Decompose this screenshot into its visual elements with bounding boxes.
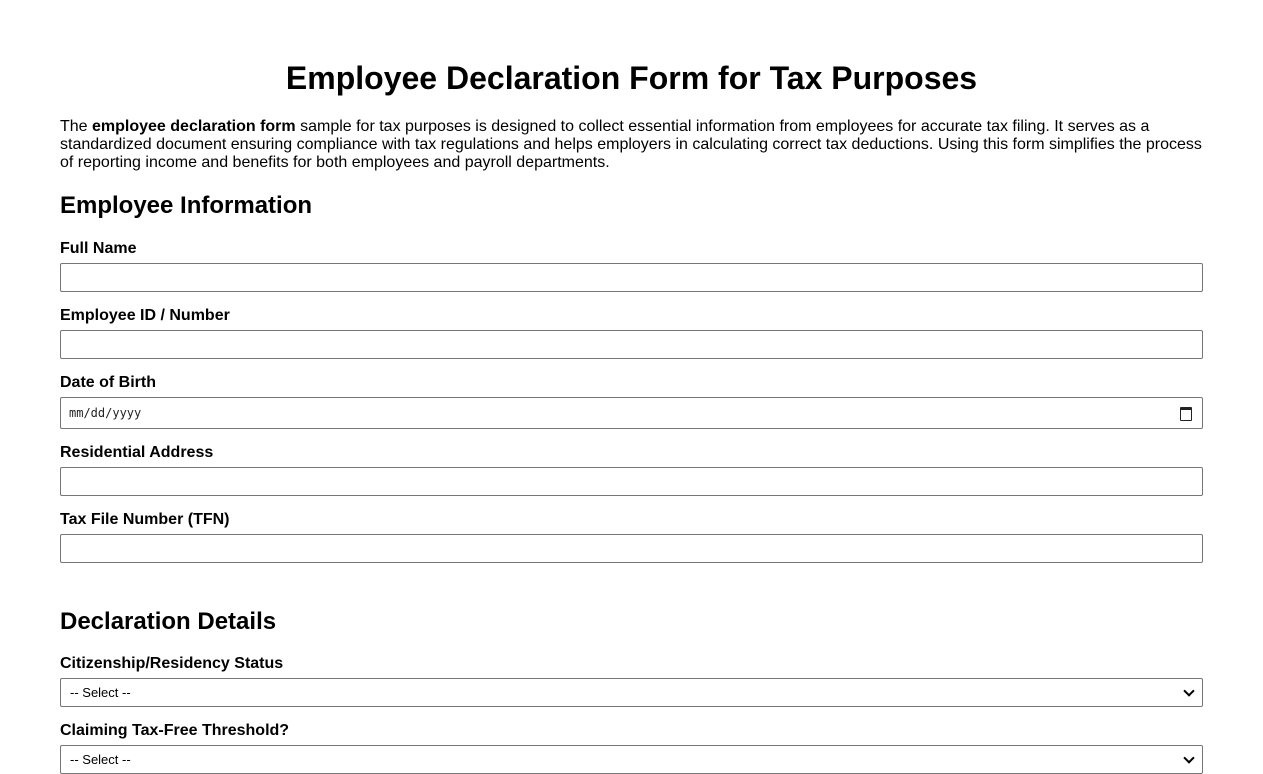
employee-id-input[interactable] [60, 330, 1203, 359]
citizenship-selected: -- Select -- [70, 685, 131, 700]
tax-free-threshold-select[interactable]: -- Select -- [60, 745, 1203, 774]
tax-free-threshold-selected: -- Select -- [70, 752, 131, 767]
date-of-birth-label: Date of Birth [60, 374, 156, 391]
employee-id-label: Employee ID / Number [60, 307, 230, 324]
intro-paragraph: The employee declaration form sample for… [60, 118, 1210, 172]
intro-bold: employee declaration form [92, 118, 296, 135]
chevron-down-icon [1183, 685, 1195, 697]
section-heading-employee-information: Employee Information [60, 192, 313, 219]
tax-free-threshold-label: Claiming Tax-Free Threshold? [60, 722, 290, 739]
date-of-birth-input[interactable]: mm/dd/yyyy [60, 397, 1203, 429]
citizenship-label: Citizenship/Residency Status [60, 655, 284, 672]
chevron-down-icon [1183, 752, 1195, 764]
calendar-icon[interactable] [1180, 407, 1192, 421]
intro-prefix: The [60, 118, 93, 135]
full-name-input[interactable] [60, 263, 1203, 292]
page-title: Employee Declaration Form for Tax Purpos… [285, 60, 978, 96]
citizenship-select[interactable]: -- Select -- [60, 678, 1203, 707]
tfn-input[interactable] [60, 534, 1203, 563]
intro-suffix: sample for tax purposes is designed to c… [60, 118, 1202, 171]
residential-address-label: Residential Address [60, 444, 214, 461]
residential-address-input[interactable] [60, 467, 1203, 496]
full-name-label: Full Name [60, 240, 137, 257]
date-placeholder: mm/dd/yyyy [69, 406, 142, 420]
section-heading-declaration-details: Declaration Details [60, 608, 277, 635]
tfn-label: Tax File Number (TFN) [60, 511, 230, 528]
